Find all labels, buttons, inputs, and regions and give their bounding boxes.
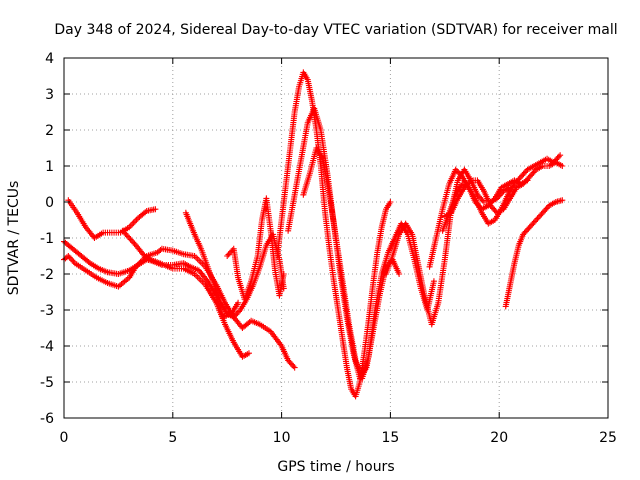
plot-area: [61, 69, 566, 400]
series-track-13: [439, 177, 531, 234]
marker-track: [502, 197, 566, 310]
series-track-7: [274, 69, 394, 400]
series-track-4: [119, 227, 242, 321]
axes-labels: 0 5 10 15 20 25 -6 -5 -4 -3 -2 -1 0 1 2 3 4: [40, 51, 617, 446]
y-tick-label: 2: [45, 123, 54, 139]
y-tick-label: -1: [40, 231, 54, 247]
x-axis-label: GPS time / hours: [277, 459, 394, 475]
y-tick-label: -3: [40, 303, 54, 319]
y-tick-label: 4: [45, 51, 54, 67]
x-tick-label: 15: [381, 430, 399, 446]
y-tick-label: 3: [45, 87, 54, 103]
y-tick-label: 0: [45, 195, 54, 211]
x-tick-label: 0: [60, 430, 69, 446]
y-axis-label: SDTVAR / TECUs: [6, 181, 22, 296]
marker-track: [65, 197, 159, 241]
series-track-6: [224, 195, 287, 303]
series-track-10: [383, 166, 514, 328]
x-tick-label: 20: [490, 430, 508, 446]
series-track-5: [182, 209, 287, 321]
y-tick-label: -6: [40, 411, 54, 427]
chart-title: Day 348 of 2024, Sidereal Day-to-day VTE…: [54, 22, 617, 38]
series-track-9: [300, 145, 437, 382]
series-track-14: [502, 197, 566, 310]
y-tick-label: -2: [40, 267, 54, 283]
y-tick-label: 1: [45, 159, 54, 175]
x-tick-label: 25: [599, 430, 617, 446]
x-tick-label: 5: [168, 430, 177, 446]
series-track-3: [65, 197, 159, 241]
y-tick-label: -4: [40, 339, 54, 355]
y-tick-label: -5: [40, 375, 54, 391]
x-tick-label: 10: [273, 430, 291, 446]
axes-ticks: [63, 57, 609, 419]
